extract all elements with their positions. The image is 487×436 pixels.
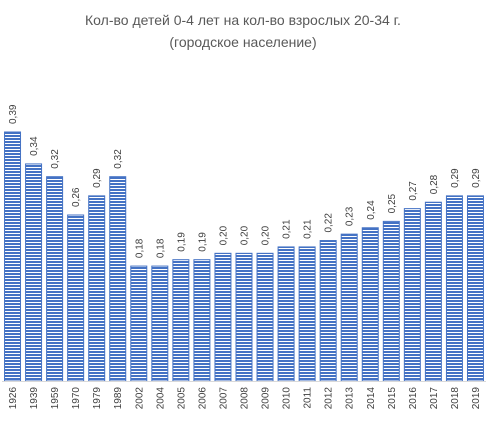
x-tick-label-2013: 2013 — [345, 387, 356, 410]
x-tick-label-2005: 2005 — [176, 387, 187, 410]
x-tick-label-2006: 2006 — [197, 387, 208, 410]
bar-group — [4, 131, 484, 382]
bar-1979 — [88, 195, 106, 382]
x-tick-label-2008: 2008 — [240, 387, 251, 410]
data-label-2002: 0,18 — [134, 238, 145, 258]
data-label-2010: 0,21 — [282, 219, 293, 239]
bar-1970 — [67, 214, 85, 382]
bar-2010 — [277, 246, 295, 382]
x-tick-label-2002: 2002 — [134, 387, 145, 410]
x-tick-label-1926: 1926 — [8, 387, 19, 410]
x-tick-label-2017: 2017 — [429, 387, 440, 410]
data-label-2004: 0,18 — [155, 238, 166, 258]
x-tick-label-2016: 2016 — [408, 387, 419, 410]
bar-2013 — [340, 233, 358, 382]
bar-2002 — [130, 265, 148, 382]
bar-1926 — [4, 131, 22, 382]
bar-2019 — [466, 195, 484, 382]
data-label-2013: 0,23 — [345, 206, 356, 226]
x-tick-label-2018: 2018 — [450, 387, 461, 410]
bar-2012 — [319, 240, 337, 382]
x-tick-label-2019: 2019 — [471, 387, 482, 410]
x-tick-label-2009: 2009 — [261, 387, 272, 410]
data-label-1970: 0,26 — [71, 187, 82, 207]
data-label-group: 0,39 0,34 0,32 0,26 0,29 0,32 0,18 0,18 0,19 0,19… — [8, 104, 482, 258]
x-tick-label-2007: 2007 — [218, 387, 229, 410]
data-label-1989: 0,32 — [113, 149, 124, 169]
data-label-2006: 0,19 — [197, 232, 208, 252]
x-tick-label-1989: 1989 — [113, 387, 124, 410]
data-label-2007: 0,20 — [218, 225, 229, 245]
x-tick-label-2010: 2010 — [282, 387, 293, 410]
bar-2015 — [382, 220, 400, 382]
bar-2004 — [151, 265, 169, 382]
data-label-2005: 0,19 — [176, 232, 187, 252]
bar-1989 — [109, 176, 127, 382]
x-tick-label-2015: 2015 — [387, 387, 398, 410]
x-tick-label-1939: 1939 — [29, 387, 40, 410]
data-label-2009: 0,20 — [261, 225, 272, 245]
bar-2008 — [235, 252, 253, 382]
bar-2009 — [256, 252, 274, 382]
bar-1939 — [25, 163, 43, 382]
bar-2016 — [403, 208, 421, 382]
data-label-2011: 0,21 — [303, 219, 314, 239]
bar-2014 — [361, 227, 379, 382]
chart-title-line-2: (городское население) — [169, 34, 316, 50]
bar-2011 — [298, 246, 316, 382]
x-tick-label-1970: 1970 — [71, 387, 82, 410]
x-tick-label-2014: 2014 — [366, 387, 377, 410]
bar-1959 — [46, 176, 64, 382]
x-tick-label-2004: 2004 — [155, 387, 166, 410]
data-label-1979: 0,29 — [92, 168, 103, 188]
bar-2018 — [445, 195, 463, 382]
x-tick-label-1959: 1959 — [50, 387, 61, 410]
data-label-1959: 0,32 — [50, 149, 61, 169]
data-label-1926: 0,39 — [8, 104, 19, 124]
data-label-2015: 0,25 — [387, 193, 398, 213]
x-tick-label-1979: 1979 — [92, 387, 103, 410]
data-label-2018: 0,29 — [450, 168, 461, 188]
x-tick-label-2011: 2011 — [303, 387, 314, 409]
x-tick-label-2012: 2012 — [324, 387, 335, 410]
data-label-2019: 0,29 — [471, 168, 482, 188]
bar-2005 — [172, 259, 190, 382]
data-label-2014: 0,24 — [366, 200, 377, 220]
x-tick-label-group: 1926 1939 1959 1970 1979 1989 2002 2004 2005 2006… — [8, 387, 482, 410]
data-label-2008: 0,20 — [240, 225, 251, 245]
bar-2017 — [424, 201, 442, 382]
bar-2006 — [193, 259, 211, 382]
data-label-2016: 0,27 — [408, 181, 419, 201]
data-label-2017: 0,28 — [429, 174, 440, 194]
data-label-1939: 0,34 — [29, 136, 40, 156]
chart-title-line-1: Кол-во детей 0-4 лет на кол-во взрослых … — [85, 12, 401, 28]
bar-2007 — [214, 252, 232, 382]
data-label-2012: 0,22 — [324, 213, 335, 233]
